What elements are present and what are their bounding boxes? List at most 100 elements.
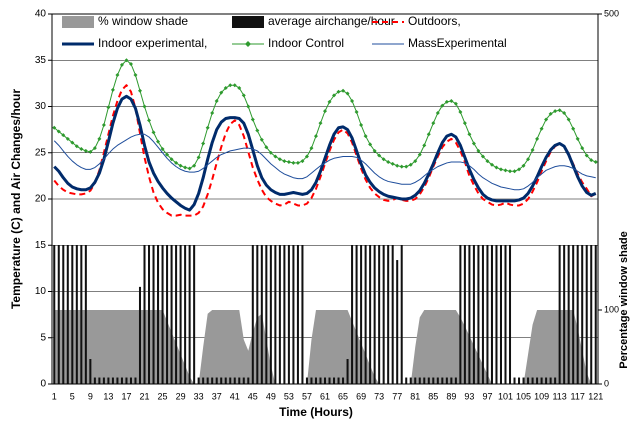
marker	[381, 157, 386, 162]
bar	[111, 377, 114, 384]
legend-label: % window shade	[98, 14, 188, 28]
bar	[238, 377, 241, 384]
marker	[137, 88, 142, 93]
marker	[417, 152, 422, 157]
x-tick-label: 17	[121, 391, 131, 401]
marker	[399, 164, 404, 169]
marker	[286, 160, 291, 164]
marker	[277, 157, 282, 162]
marker	[359, 123, 364, 127]
x-tick-label: 61	[320, 391, 330, 401]
marker	[368, 142, 373, 147]
bar	[490, 245, 493, 384]
marker	[462, 121, 467, 126]
marker	[205, 125, 210, 130]
marker	[79, 147, 84, 152]
marker	[480, 154, 485, 159]
bar	[224, 377, 227, 384]
marker	[517, 167, 522, 172]
bar	[531, 377, 534, 384]
marker	[557, 108, 562, 113]
y-tick-label: 25	[35, 147, 47, 158]
marker	[52, 125, 57, 130]
bar	[572, 245, 575, 384]
x-tick-label: 13	[103, 391, 113, 401]
bar	[346, 359, 349, 384]
bar	[152, 245, 155, 384]
bar	[62, 245, 65, 384]
marker	[56, 129, 61, 134]
marker	[309, 146, 314, 151]
bar	[427, 377, 430, 384]
legend-label: Outdoors,	[408, 14, 461, 28]
line	[53, 133, 596, 191]
marker	[404, 164, 409, 169]
bar	[351, 245, 354, 384]
bar	[215, 377, 218, 384]
bar	[260, 245, 263, 384]
bar	[305, 377, 308, 384]
marker	[178, 163, 183, 168]
bar	[518, 377, 521, 384]
bar	[102, 377, 105, 384]
bar	[157, 245, 160, 384]
bar	[242, 377, 245, 384]
marker	[467, 132, 472, 137]
y-tick-label: 30	[35, 101, 47, 112]
bar	[508, 245, 512, 384]
x-tick-label: 109	[534, 391, 549, 401]
x-tick-label: 89	[446, 391, 456, 401]
bar	[522, 377, 525, 384]
bar	[301, 245, 304, 384]
bar	[481, 245, 484, 384]
marker	[562, 110, 567, 115]
marker	[223, 86, 228, 90]
marker	[147, 118, 152, 123]
bar	[193, 245, 196, 384]
bar	[175, 245, 178, 384]
bar	[274, 245, 277, 384]
x-tick-label: 29	[176, 391, 186, 401]
x-tick-label: 25	[158, 391, 168, 401]
marker	[142, 104, 147, 109]
marker	[395, 163, 400, 168]
marker	[273, 154, 278, 159]
bar	[323, 377, 327, 384]
bar	[53, 245, 56, 384]
marker	[345, 91, 350, 96]
bar	[229, 377, 232, 384]
marker	[471, 141, 476, 146]
marker	[458, 110, 463, 115]
bar	[594, 245, 597, 384]
marker	[372, 148, 377, 153]
legend-label: MassExperimental	[408, 36, 507, 50]
bar	[202, 377, 205, 384]
x-tick-label: 37	[212, 391, 222, 401]
marker	[97, 136, 102, 141]
bar	[504, 245, 507, 384]
bar	[342, 377, 345, 384]
marker	[115, 73, 120, 78]
marker	[151, 130, 156, 135]
marker	[165, 152, 170, 157]
bar	[66, 245, 69, 384]
bar	[396, 260, 399, 384]
bar	[436, 377, 439, 384]
marker	[566, 117, 571, 122]
marker	[336, 89, 341, 94]
bar	[296, 245, 299, 384]
marker	[453, 101, 458, 106]
legend-label: Indoor experimental,	[98, 36, 207, 50]
bar	[355, 245, 358, 384]
marker	[255, 128, 260, 133]
marker	[476, 148, 481, 153]
x-tick-label: 53	[284, 391, 294, 401]
marker	[431, 121, 436, 126]
marker	[548, 111, 553, 116]
marker	[332, 93, 337, 98]
marker	[485, 159, 490, 164]
marker	[390, 161, 395, 166]
marker	[444, 99, 449, 104]
bar	[319, 377, 322, 384]
line	[53, 94, 597, 212]
